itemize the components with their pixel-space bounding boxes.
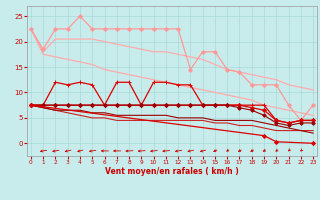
X-axis label: Vent moyen/en rafales ( km/h ): Vent moyen/en rafales ( km/h ) <box>105 167 239 176</box>
